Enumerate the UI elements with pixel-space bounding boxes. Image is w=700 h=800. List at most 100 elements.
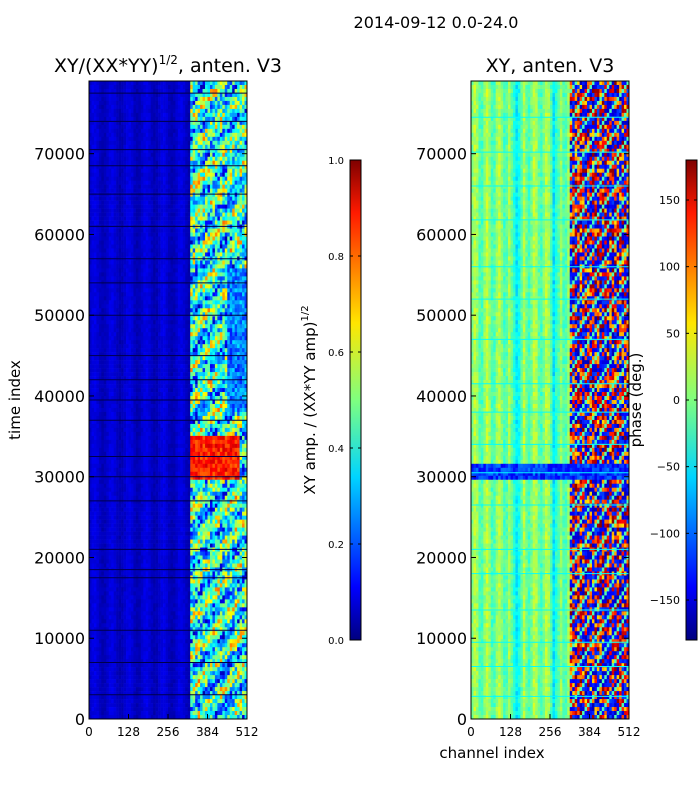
heatmap-cell xyxy=(180,268,184,273)
heatmap-cell xyxy=(182,212,186,217)
heatmap-cell xyxy=(180,348,184,353)
heatmap-cell xyxy=(121,132,124,138)
heatmap-cell xyxy=(111,148,114,154)
heatmap-cell xyxy=(190,156,193,162)
heatmap-cell xyxy=(126,232,129,237)
heatmap-cell xyxy=(118,132,122,138)
heatmap-cell xyxy=(145,112,149,118)
heatmap-cell xyxy=(187,352,191,357)
heatmap-cell xyxy=(126,324,129,329)
heatmap-cell xyxy=(227,380,231,385)
heatmap-cell xyxy=(153,228,156,233)
heatmap-cell xyxy=(224,104,228,110)
heatmap-cell xyxy=(232,180,235,185)
heatmap-cell xyxy=(113,216,117,221)
heatmap-cell xyxy=(145,81,149,86)
heatmap-cell xyxy=(192,208,196,213)
heatmap-cell xyxy=(145,320,149,325)
heatmap-cell xyxy=(148,208,152,213)
heatmap-cell xyxy=(123,376,127,381)
heatmap-cell xyxy=(89,356,92,361)
heatmap-cell xyxy=(93,124,97,130)
heatmap-cell xyxy=(214,328,218,333)
heatmap-cell xyxy=(185,348,189,353)
heatmap-cell xyxy=(168,212,171,217)
heatmap-cell xyxy=(143,264,147,269)
heatmap-cell xyxy=(224,300,228,305)
heatmap-cell xyxy=(219,84,223,90)
heatmap-cell xyxy=(222,384,226,389)
heatmap-cell xyxy=(113,332,117,337)
heatmap-cell xyxy=(229,292,233,297)
heatmap-cell xyxy=(232,292,235,297)
heatmap-cell xyxy=(145,164,149,170)
heatmap-cell xyxy=(148,160,152,166)
heatmap-cell xyxy=(121,196,124,201)
heatmap-cell xyxy=(135,188,139,193)
heatmap-cell xyxy=(103,296,107,301)
heatmap-cell xyxy=(244,284,247,289)
heatmap-cell xyxy=(222,152,226,158)
heatmap-cell xyxy=(244,136,247,142)
heatmap-cell xyxy=(185,308,189,313)
heatmap-cell xyxy=(106,368,110,373)
heatmap-cell xyxy=(180,208,184,213)
heatmap-cell xyxy=(177,384,181,389)
heatmap-cell xyxy=(197,100,201,106)
heatmap-cell xyxy=(155,120,159,126)
heatmap-cell xyxy=(202,372,206,377)
heatmap-cell xyxy=(153,304,156,309)
heatmap-cell xyxy=(93,292,97,297)
heatmap-cell xyxy=(207,248,211,253)
heatmap-cell xyxy=(116,96,119,102)
heatmap-cell xyxy=(190,212,193,217)
heatmap-cell xyxy=(101,288,105,293)
heatmap-cell xyxy=(170,100,174,106)
heatmap-cell xyxy=(96,148,100,154)
heatmap-cell xyxy=(214,196,218,201)
heatmap-cell xyxy=(232,384,235,389)
heatmap-cell xyxy=(200,84,203,90)
heatmap-cell xyxy=(130,372,134,377)
heatmap-cell xyxy=(140,336,144,341)
heatmap-cell xyxy=(224,376,228,381)
heatmap-cell xyxy=(214,320,218,325)
heatmap-cell xyxy=(234,84,238,90)
heatmap-cell xyxy=(168,292,171,297)
heatmap-cell xyxy=(227,260,231,265)
heatmap-cell xyxy=(126,240,129,245)
heatmap-cell xyxy=(209,232,213,237)
heatmap-cell xyxy=(116,152,119,158)
heatmap-cell xyxy=(177,252,181,257)
heatmap-cell xyxy=(106,292,110,297)
heatmap-cell xyxy=(195,348,198,353)
heatmap-cell xyxy=(113,344,117,349)
heatmap-cell xyxy=(239,240,243,245)
heatmap-cell xyxy=(182,144,186,150)
heatmap-cell xyxy=(143,240,147,245)
heatmap-cell xyxy=(118,228,122,233)
heatmap-cell xyxy=(237,100,240,106)
heatmap-cell xyxy=(126,272,129,277)
heatmap-cell xyxy=(91,208,95,213)
heatmap-cell xyxy=(217,120,221,126)
heatmap-cell xyxy=(217,96,221,102)
heatmap-cell xyxy=(133,192,137,197)
heatmap-cell xyxy=(93,364,97,369)
heatmap-cell xyxy=(153,316,156,321)
heatmap-cell xyxy=(123,260,127,265)
heatmap-cell xyxy=(237,92,240,98)
heatmap-cell xyxy=(200,164,203,170)
heatmap-cell xyxy=(187,380,191,385)
heatmap-cell xyxy=(205,96,208,102)
heatmap-cell xyxy=(123,364,127,369)
heatmap-cell xyxy=(222,344,226,349)
heatmap-cell xyxy=(116,124,119,130)
heatmap-cell xyxy=(91,392,95,397)
heatmap-cell xyxy=(96,308,100,313)
heatmap-cell xyxy=(160,176,164,181)
heatmap-cell xyxy=(113,320,117,325)
heatmap-cell xyxy=(222,136,226,142)
heatmap-cell xyxy=(158,100,161,106)
heatmap-cell xyxy=(130,232,134,237)
